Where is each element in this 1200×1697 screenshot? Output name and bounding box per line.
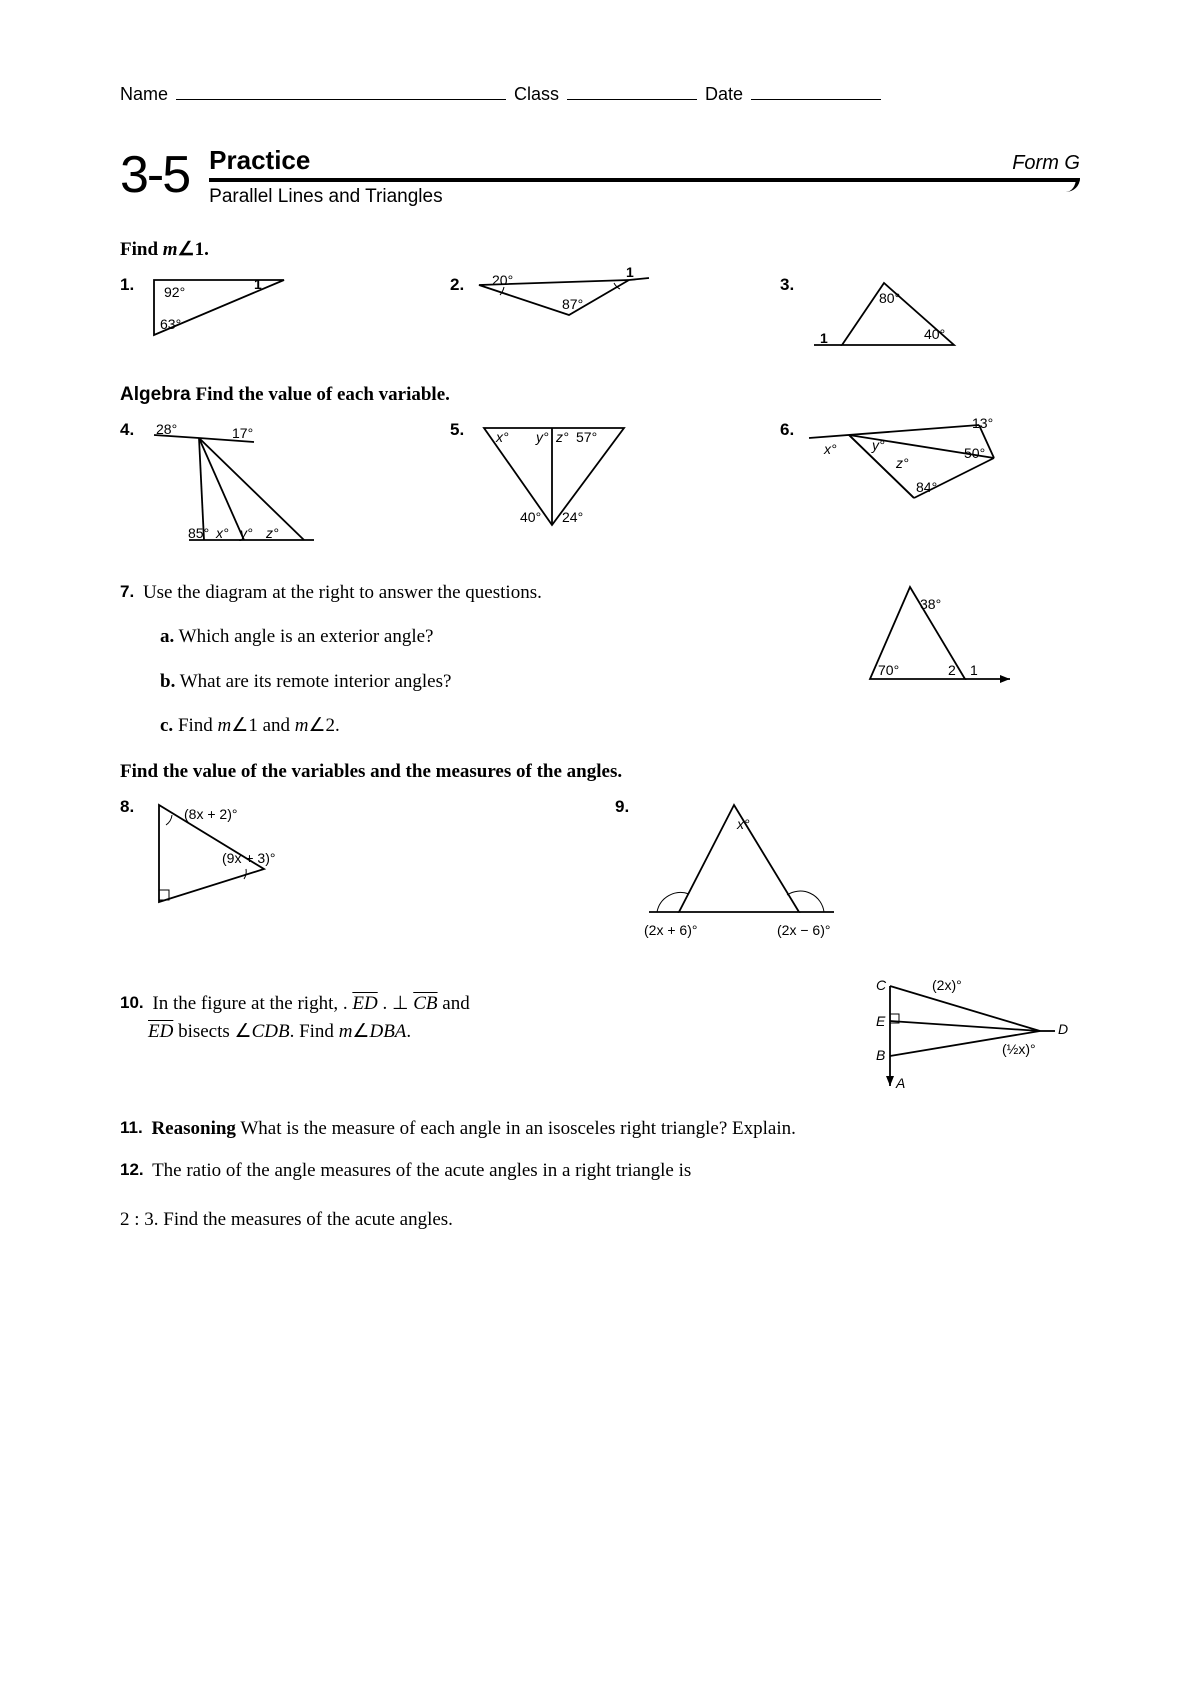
svg-text:92°: 92°	[164, 284, 185, 300]
date-blank[interactable]	[751, 80, 881, 100]
row-q1-3: 1. 92° 63° 1 2. 20° 87° 1 3.	[120, 275, 1080, 360]
q8-num: 8.	[120, 797, 134, 817]
figure-2: 20° 87° 1	[474, 275, 654, 340]
svg-text:(2x − 6)°: (2x − 6)°	[777, 922, 830, 938]
svg-text:85°: 85°	[188, 525, 209, 541]
svg-text:40°: 40°	[520, 509, 541, 525]
figure-9: x° (2x + 6)° (2x − 6)°	[639, 797, 859, 952]
svg-text:13°: 13°	[972, 415, 993, 431]
section-find-m1: Find m∠1.	[120, 238, 1080, 261]
svg-text:84°: 84°	[916, 479, 937, 495]
svg-text:(2x + 6)°: (2x + 6)°	[644, 922, 697, 938]
q3-num: 3.	[780, 275, 794, 295]
class-blank[interactable]	[567, 80, 697, 100]
svg-text:(2x)°: (2x)°	[932, 977, 962, 993]
figure-4: 28° 17° 85° x° y° z°	[144, 420, 324, 555]
q10: 10. In the figure at the right, . ED . ⊥…	[120, 990, 840, 1047]
q4-num: 4.	[120, 420, 134, 440]
svg-text:y°: y°	[871, 437, 885, 453]
svg-text:50°: 50°	[964, 445, 985, 461]
svg-text:z°: z°	[895, 455, 909, 471]
q5-num: 5.	[450, 420, 464, 440]
svg-text:87°: 87°	[562, 296, 583, 312]
svg-text:80°: 80°	[879, 290, 900, 306]
q12b: 2 : 3. Find the measures of the acute an…	[120, 1206, 1080, 1235]
name-label: Name	[120, 84, 168, 105]
svg-text:y°: y°	[239, 525, 253, 541]
algebra-word: Algebra	[120, 384, 191, 405]
subtitle: Parallel Lines and Triangles	[209, 186, 1080, 208]
svg-text:E: E	[876, 1013, 886, 1029]
figure-5: x° y° z° 57° 40° 24°	[474, 420, 644, 545]
svg-text:(9x + 3)°: (9x + 3)°	[222, 850, 275, 866]
svg-text:17°: 17°	[232, 425, 253, 441]
q9-num: 9.	[615, 797, 629, 817]
svg-text:1: 1	[254, 276, 262, 292]
svg-text:A: A	[895, 1075, 905, 1091]
svg-text:x°: x°	[215, 525, 229, 541]
svg-text:y°: y°	[535, 429, 549, 445]
figure-7: 38° 70° 2 1	[850, 579, 1020, 704]
figure-10: C E B A D (2x)° (½x)°	[870, 976, 1080, 1101]
svg-text:70°: 70°	[878, 662, 899, 678]
svg-text:D: D	[1058, 1021, 1068, 1037]
svg-text:C: C	[876, 977, 887, 993]
svg-text:z°: z°	[265, 525, 279, 541]
algebra-rest: Find the value of each variable.	[191, 384, 450, 405]
q2-num: 2.	[450, 275, 464, 295]
figure-6: x° y° z° 13° 50° 84°	[804, 420, 1004, 515]
class-label: Class	[514, 84, 559, 105]
title-block: 3-5 Practice Form G Parallel Lines and T…	[120, 145, 1080, 208]
svg-text:2: 2	[948, 662, 956, 678]
svg-text:x°: x°	[495, 429, 509, 445]
svg-text:1: 1	[970, 662, 978, 678]
q7c: c. Find m∠1 and m∠2.	[160, 712, 1080, 741]
svg-text:z°: z°	[555, 429, 569, 445]
svg-text:40°: 40°	[924, 326, 945, 342]
svg-text:28°: 28°	[156, 421, 177, 437]
svg-text:24°: 24°	[562, 509, 583, 525]
figure-1: 92° 63° 1	[144, 275, 304, 360]
svg-text:(8x + 2)°: (8x + 2)°	[184, 806, 237, 822]
q12: 12. The ratio of the angle measures of t…	[120, 1157, 1080, 1186]
row-q4-6: 4. 28° 17° 85° x° y° z° 5.	[120, 420, 1080, 555]
svg-text:1: 1	[820, 330, 828, 346]
svg-text:x°: x°	[823, 441, 837, 457]
row-q8-9: 8. (8x + 2)° (9x + 3)° 9. x° (2x + 6)°	[120, 797, 1080, 952]
worksheet-header: Name Class Date	[120, 80, 1080, 105]
q11: 11. Reasoning What is the measure of eac…	[120, 1115, 1080, 1144]
lesson-number: 3-5	[120, 145, 189, 205]
svg-text:63°: 63°	[160, 316, 181, 332]
practice-title: Practice	[209, 145, 310, 176]
section-variables: Find the value of the variables and the …	[120, 761, 1080, 783]
svg-text:B: B	[876, 1047, 885, 1063]
q6-num: 6.	[780, 420, 794, 440]
figure-8: (8x + 2)° (9x + 3)°	[144, 797, 334, 922]
svg-text:38°: 38°	[920, 596, 941, 612]
date-label: Date	[705, 84, 743, 105]
svg-text:57°: 57°	[576, 429, 597, 445]
svg-text:20°: 20°	[492, 272, 513, 288]
form-label: Form G	[1012, 152, 1080, 175]
name-blank[interactable]	[176, 80, 506, 100]
section-algebra: Algebra Find the value of each variable.	[120, 384, 1080, 406]
svg-text:x°: x°	[736, 816, 750, 832]
svg-text:1: 1	[626, 264, 634, 280]
figure-3: 80° 40° 1	[804, 275, 974, 360]
q1-num: 1.	[120, 275, 134, 295]
svg-text:(½x)°: (½x)°	[1002, 1041, 1036, 1057]
section1-text: Find	[120, 239, 163, 260]
